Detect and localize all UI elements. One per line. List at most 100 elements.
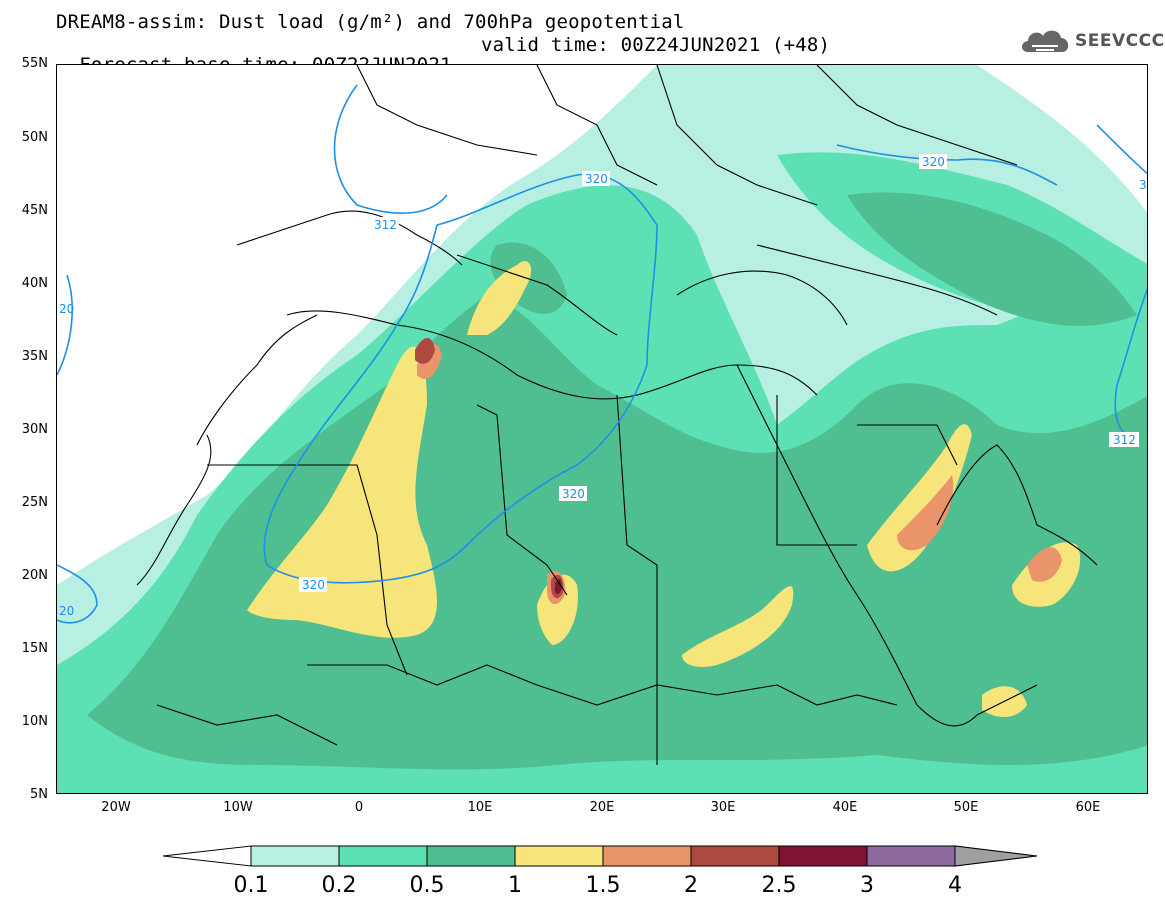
contour-label: 320 <box>922 155 945 169</box>
lat-label: 55N <box>21 56 48 71</box>
contour-label: 320 <box>585 172 608 186</box>
colorbar-label: 1 <box>508 873 522 898</box>
lon-label: 60E <box>1075 800 1101 815</box>
dust-field-2.5 <box>554 578 562 594</box>
contour-line <box>57 564 98 624</box>
border <box>816 65 1018 166</box>
border <box>156 704 338 746</box>
colorbar-swatch <box>162 845 252 867</box>
dust-field-1.5 <box>417 344 442 379</box>
dust-field-0.5 <box>847 192 1137 326</box>
border <box>207 464 408 676</box>
coastline <box>136 434 212 586</box>
dust-field-1 <box>867 424 972 572</box>
lat-label: 10N <box>21 714 48 729</box>
lon-label: 50E <box>953 800 979 815</box>
lon-label: 30E <box>710 800 736 815</box>
lat-label: 40N <box>21 276 48 291</box>
contour-label: 3 <box>1139 178 1147 192</box>
dust-field-1 <box>467 261 532 335</box>
contour-label-box <box>919 154 947 169</box>
coastline <box>236 210 463 266</box>
colorbar-label: 2 <box>684 873 698 898</box>
contour-label-box <box>299 577 327 592</box>
dust-map: 312 320 320 320 320 312 20 20 3 <box>56 64 1148 794</box>
lon-label: 0 <box>354 800 364 815</box>
map-title: DREAM8-assim: Dust load (g/m²) and 700hP… <box>56 11 685 33</box>
coastline <box>196 314 318 446</box>
lat-label: 30N <box>21 422 48 437</box>
contour-line <box>1096 124 1147 175</box>
dust-field-1.5 <box>897 475 954 551</box>
border <box>536 65 658 186</box>
contour-line <box>263 173 658 584</box>
border <box>307 664 538 686</box>
colorbar-swatches <box>162 845 1038 867</box>
colorbar-swatch <box>778 845 868 867</box>
border <box>536 684 778 706</box>
contour-label: 312 <box>374 218 397 232</box>
coastline <box>736 364 1038 727</box>
contour-label-box <box>559 486 587 501</box>
colorbar-swatch <box>602 845 692 867</box>
colorbar-label: 3 <box>860 873 874 898</box>
colorbar-label: 0.1 <box>233 873 269 898</box>
coastline <box>936 444 1098 566</box>
colorbar-label: 0.2 <box>321 873 357 898</box>
valid-time: valid time: 00Z24JUN2021 (+48) <box>481 34 831 56</box>
colorbar-label: 2.5 <box>761 873 797 898</box>
colorbar-label: 1.5 <box>585 873 621 898</box>
contour-label-box <box>582 171 610 186</box>
dust-field-1 <box>682 586 794 667</box>
coastline <box>456 254 618 336</box>
border <box>776 395 857 546</box>
contour-labels: 312 320 320 320 320 312 20 20 3 <box>59 154 1147 618</box>
logo-text: SEEVCCC <box>1075 31 1165 51</box>
colorbar-swatch <box>250 845 340 867</box>
lon-label: 20E <box>589 800 615 815</box>
cloud-logo-icon <box>1022 30 1069 52</box>
dust-field-1 <box>247 346 437 638</box>
colorbar-swatch <box>514 845 604 867</box>
seevccc-logo: SEEVCCC <box>1018 24 1164 60</box>
country-borders <box>136 65 1098 765</box>
contour-label-box <box>1109 432 1139 447</box>
colorbar-swatch <box>690 845 780 867</box>
colorbar-swatch <box>426 845 516 867</box>
contour-label: 320 <box>302 578 325 592</box>
lat-label: 45N <box>21 203 48 218</box>
dust-field-1.5 <box>1027 547 1062 582</box>
contour-line <box>836 144 1058 186</box>
contour-label: 320 <box>562 487 585 501</box>
lon-label: 40E <box>832 800 858 815</box>
border <box>656 65 818 206</box>
contour-label: 20 <box>59 604 74 618</box>
coastline <box>676 270 848 326</box>
colorbar-swatch <box>338 845 428 867</box>
border <box>776 684 898 706</box>
lon-label: 10W <box>223 800 253 815</box>
coastline <box>756 244 998 316</box>
contour-label: 20 <box>59 302 74 316</box>
colorbar-label: 0.5 <box>409 873 445 898</box>
dust-field-0.1 <box>697 65 1017 178</box>
contour-label-box <box>371 217 399 232</box>
border <box>857 424 958 466</box>
colorbar-label: 4 <box>948 873 962 898</box>
lat-label: 50N <box>21 130 48 145</box>
lon-label: 10E <box>467 800 493 815</box>
border <box>476 404 568 596</box>
contour-line <box>1114 287 1147 441</box>
border <box>356 65 538 156</box>
colorbar: 0.1 0.2 0.5 1 1.5 2 2.5 3 4 <box>160 840 1040 900</box>
colorbar-swatch <box>866 845 956 867</box>
contour-line <box>333 84 448 214</box>
border <box>616 394 658 765</box>
geopotential-contours <box>57 84 1147 624</box>
lat-label: 5N <box>30 787 48 802</box>
lat-label: 15N <box>21 641 48 656</box>
contour-line <box>57 274 73 376</box>
lon-label: 20W <box>101 800 131 815</box>
contour-label: 312 <box>1113 433 1136 447</box>
dust-field-0.5 <box>87 295 1147 770</box>
